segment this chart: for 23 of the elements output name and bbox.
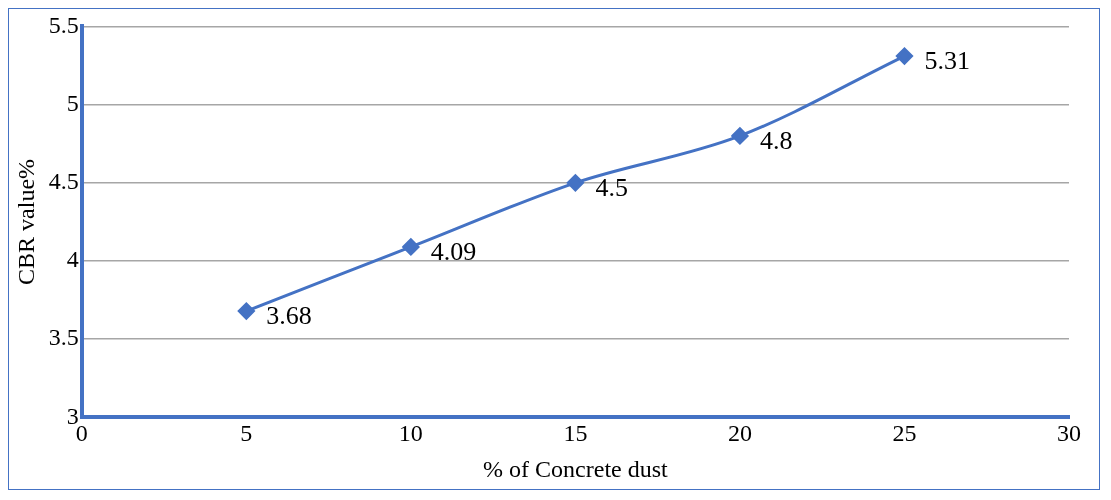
- y-tick-label: 4.5: [48, 168, 79, 195]
- point: [731, 127, 749, 145]
- data-label: 4.5: [595, 172, 628, 202]
- point: [402, 238, 420, 256]
- x-tick-label: 15: [563, 420, 588, 447]
- data-label: 4.09: [430, 236, 477, 266]
- y-tick-label: 5: [66, 89, 79, 116]
- y-tick-label: 5.5: [48, 11, 79, 38]
- y-tick-label: 3.5: [48, 324, 79, 351]
- data-label: 5.31: [924, 45, 970, 75]
- point: [237, 302, 255, 320]
- x-tick-label: 25: [892, 420, 917, 447]
- x-tick-label: 5: [240, 420, 253, 447]
- x-tick-label: 10: [398, 420, 423, 447]
- y-axis-title: CBR value%: [12, 158, 39, 285]
- point: [895, 47, 913, 65]
- x-tick-label: 30: [1057, 420, 1081, 447]
- data-label: 3.68: [266, 300, 312, 330]
- x-tick-label: 20: [727, 420, 752, 447]
- data-label: 4.8: [759, 125, 793, 155]
- point: [566, 174, 584, 192]
- x-axis-title: % of Concrete dust: [483, 455, 669, 482]
- y-tick-label: 4: [66, 246, 79, 273]
